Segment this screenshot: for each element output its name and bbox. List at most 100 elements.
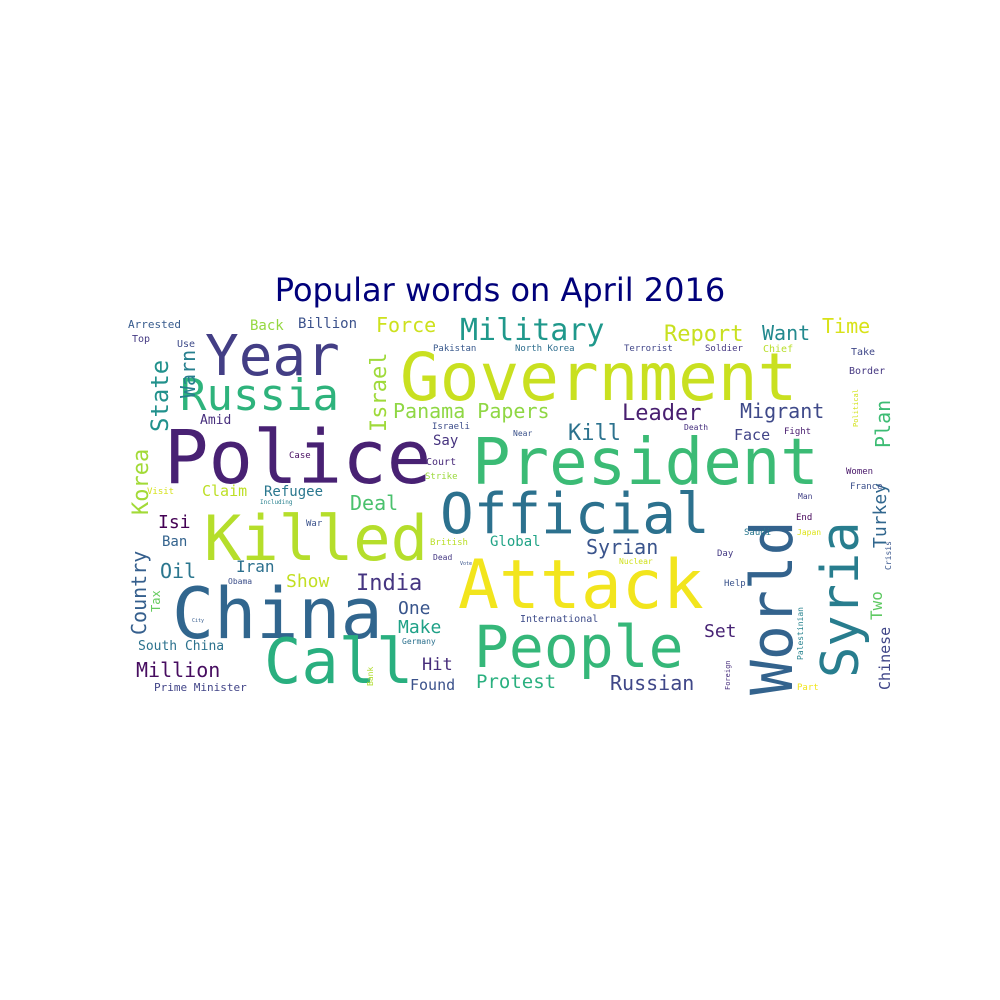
word-british: British (430, 538, 468, 548)
word-president: President (472, 426, 819, 500)
chart-title: Popular words on April 2016 (274, 271, 726, 309)
word-official: Official (440, 482, 710, 547)
word-near: Near (513, 429, 532, 438)
word-obama: Obama (228, 577, 252, 586)
word-force: Force (376, 313, 436, 337)
word-want: Want (762, 321, 810, 345)
word-people: People (474, 613, 684, 681)
word-border: Border (849, 366, 885, 377)
word-japan: Japan (797, 528, 821, 537)
word-bank: Bank (366, 667, 375, 686)
word-part: Part (797, 683, 819, 693)
word-face: Face (734, 426, 770, 444)
word-russian: Russian (610, 671, 694, 695)
word-visit: Visit (147, 487, 174, 497)
word-prime-minister: Prime Minister (154, 681, 247, 694)
word-tax: Tax (149, 590, 163, 612)
word-nuclear: Nuclear (619, 557, 653, 566)
word-north-korea: North Korea (515, 344, 575, 354)
word-political: Political (852, 389, 860, 427)
word-crisis: Crisis (884, 541, 893, 570)
word-found: Found (410, 676, 455, 694)
word-saudi: Saudi (744, 528, 771, 538)
word-south-china: South China (138, 639, 224, 654)
word-one: One (398, 598, 431, 619)
word-ban: Ban (162, 534, 187, 550)
word-france: France (850, 482, 883, 492)
word-kill: Kill (568, 421, 621, 446)
word-refugee: Refugee (264, 484, 323, 500)
word-use: Use (177, 339, 195, 350)
word-government: Government (400, 339, 797, 416)
word-palestinian: Palestinian (796, 607, 805, 660)
word-soldier: Soldier (705, 344, 744, 354)
word-strike: Strike (425, 472, 458, 482)
word-hit: Hit (422, 655, 453, 675)
word-report: Report (664, 322, 743, 347)
word-isi: Isi (158, 512, 191, 533)
word-say: Say (433, 433, 458, 449)
word-foreign: Foreign (724, 660, 732, 690)
word-germany: Germany (402, 637, 436, 646)
word-help: Help (724, 579, 746, 589)
word-china: China (172, 573, 383, 655)
word-plan: Plan (871, 400, 895, 448)
word-vote: Vote (460, 561, 472, 567)
word-fight: Fight (784, 427, 811, 437)
word-migrant: Migrant (740, 399, 824, 423)
word-warn: Warn (176, 350, 200, 398)
word-city: City (192, 618, 204, 624)
word-billion: Billion (298, 316, 357, 332)
word-panama-papers: Panama Papers (393, 399, 550, 423)
word-war: War (306, 519, 323, 529)
word-time: Time (822, 314, 870, 338)
word-arrested: Arrested (128, 318, 181, 331)
word-back: Back (250, 318, 284, 334)
word-set: Set (704, 621, 737, 642)
word-amid: Amid (200, 413, 231, 428)
word-country: Country (127, 551, 151, 635)
word-pakistan: Pakistan (433, 344, 476, 354)
word-russia: Russia (180, 370, 339, 421)
word-man: Man (798, 492, 813, 501)
word-day: Day (717, 549, 734, 559)
word-million: Million (136, 658, 220, 682)
word-chinese: Chinese (876, 627, 894, 690)
word-terrorist: Terrorist (624, 344, 673, 354)
word-protest: Protest (476, 671, 556, 693)
word-global: Global (490, 534, 541, 550)
word-year: Year (205, 324, 340, 389)
word-korea: Korea (129, 449, 154, 515)
word-attack: Attack (458, 546, 704, 625)
word-india: India (356, 571, 422, 596)
word-israel: Israel (367, 353, 392, 432)
word-syrian: Syrian (586, 535, 658, 559)
word-international: International (520, 614, 598, 625)
word-turkey: Turkey (870, 483, 891, 548)
word-case: Case (289, 451, 311, 461)
word-death: Death (684, 423, 708, 432)
word-police: Police (164, 415, 431, 501)
word-syria: Syria (811, 521, 871, 678)
word-dead: Dead (433, 553, 452, 562)
word-top: Top (132, 334, 150, 345)
word-deal: Deal (350, 491, 398, 515)
word-chief: Chief (763, 344, 793, 355)
word-women: Women (846, 467, 873, 477)
word-state: State (146, 360, 174, 432)
word-world: World (738, 520, 806, 695)
word-killed: Killed (204, 502, 428, 575)
word-including: Including (260, 499, 293, 506)
word-claim: Claim (202, 482, 247, 500)
word-end: End (796, 513, 812, 523)
word-leader: Leader (622, 401, 701, 426)
word-military: Military (460, 313, 605, 348)
word-show: Show (286, 571, 330, 592)
word-take: Take (851, 347, 875, 358)
word-make: Make (398, 617, 441, 638)
word-two: Two (867, 591, 886, 620)
word-court: Court (426, 457, 456, 468)
word-oil: Oil (160, 559, 196, 583)
word-call: Call (264, 625, 413, 698)
